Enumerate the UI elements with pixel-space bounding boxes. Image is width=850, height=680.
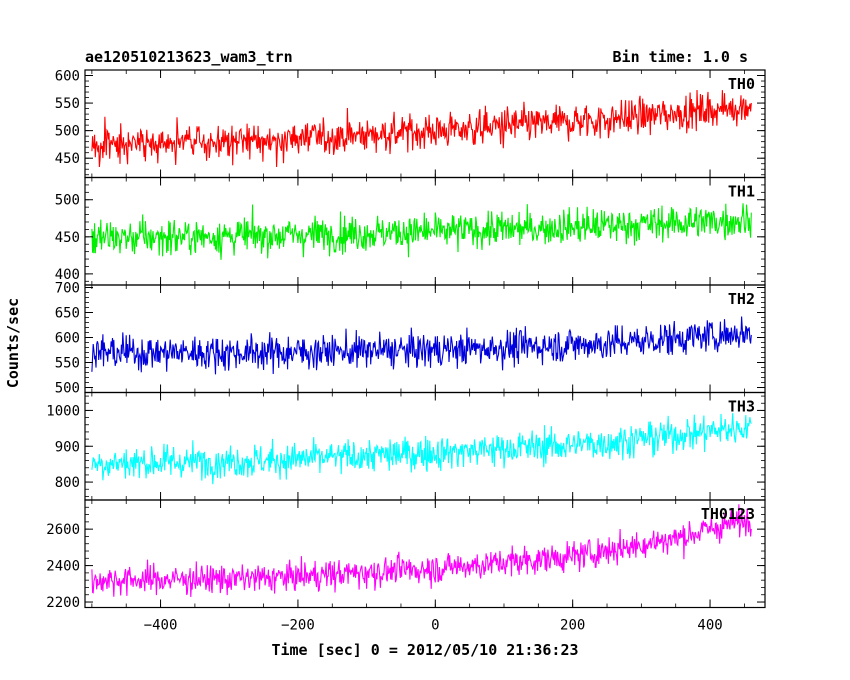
x-tick-label: 400	[697, 618, 722, 634]
y-tick-label: 500	[55, 193, 80, 209]
y-tick-label: 1000	[46, 403, 80, 419]
x-tick-label: −400	[144, 618, 178, 634]
x-tick-label: 200	[560, 618, 585, 634]
series-line-th0	[91, 89, 752, 168]
x-axis-label: Time [sec] 0 = 2012/05/10 21:36:23	[271, 641, 578, 659]
series-line-th2	[91, 316, 752, 375]
panel-frame	[84, 284, 766, 394]
y-tick-label: 400	[55, 267, 80, 283]
series-line-th3	[91, 413, 752, 485]
panel-frame	[84, 499, 766, 609]
panel-label-th0: TH0	[728, 75, 755, 93]
y-tick-label: 600	[55, 331, 80, 347]
y-tick-label: 650	[55, 306, 80, 322]
y-tick-label: 500	[55, 381, 80, 397]
y-tick-label: 2200	[46, 595, 80, 611]
chart-title: ae120510213623_wam3_trn	[85, 48, 293, 66]
y-tick-label: 800	[55, 475, 80, 491]
x-tick-label: 0	[431, 618, 439, 634]
series-line-th0123	[91, 504, 752, 598]
panel-label-th1: TH1	[728, 183, 755, 201]
y-tick-label: 450	[55, 151, 80, 167]
panel-label-th0123: TH0123	[701, 505, 755, 523]
y-tick-label: 700	[55, 281, 80, 297]
y-tick-label: 450	[55, 230, 80, 246]
panel-label-th3: TH3	[728, 398, 755, 416]
y-tick-label: 550	[55, 356, 80, 372]
x-tick-label: −200	[281, 618, 315, 634]
series-line-th1	[91, 203, 752, 260]
panel-label-th2: TH2	[728, 290, 755, 308]
y-tick-label: 500	[55, 124, 80, 140]
y-tick-label: 600	[55, 69, 80, 85]
y-axis-label: Counts/sec	[4, 298, 22, 388]
y-tick-label: 2600	[46, 522, 80, 538]
y-tick-label: 900	[55, 439, 80, 455]
chart-subtitle: Bin time: 1.0 s	[613, 48, 748, 66]
y-tick-label: 2400	[46, 559, 80, 575]
y-tick-label: 550	[55, 96, 80, 112]
panels-group: 450 500 550 600 TH0 400 450 500 TH1 500 550 600 650 7…	[46, 69, 766, 634]
